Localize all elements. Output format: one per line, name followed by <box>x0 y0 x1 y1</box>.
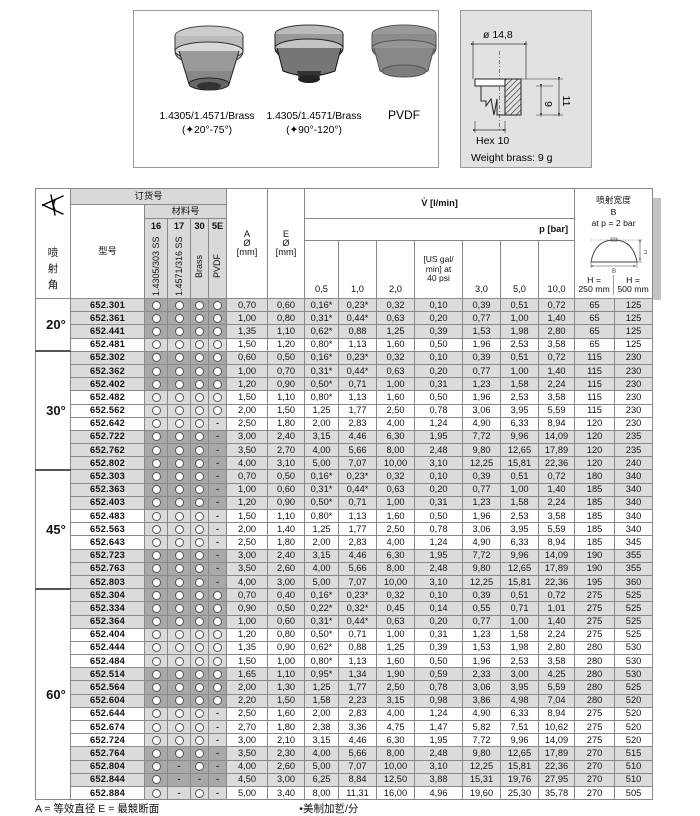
svg-text:PVDF: PVDF <box>388 108 420 122</box>
svg-text:B: B <box>612 269 616 274</box>
svg-text:Hex 10: Hex 10 <box>476 135 509 147</box>
svg-text:H: H <box>642 250 647 254</box>
svg-text:1.4305/1.4571/Brass: 1.4305/1.4571/Brass <box>159 111 254 122</box>
svg-text:11: 11 <box>560 96 572 107</box>
svg-text:1.4305/1.4571/Brass: 1.4305/1.4571/Brass <box>266 111 361 122</box>
svg-text:(✦20°-75°): (✦20°-75°) <box>182 125 232 136</box>
svg-text:Weight brass: 9 g: Weight brass: 9 g <box>471 152 553 164</box>
svg-text:(✦90°-120°): (✦90°-120°) <box>286 125 342 136</box>
svg-text:9: 9 <box>542 101 554 107</box>
svg-text:ø 14,8: ø 14,8 <box>483 29 513 41</box>
